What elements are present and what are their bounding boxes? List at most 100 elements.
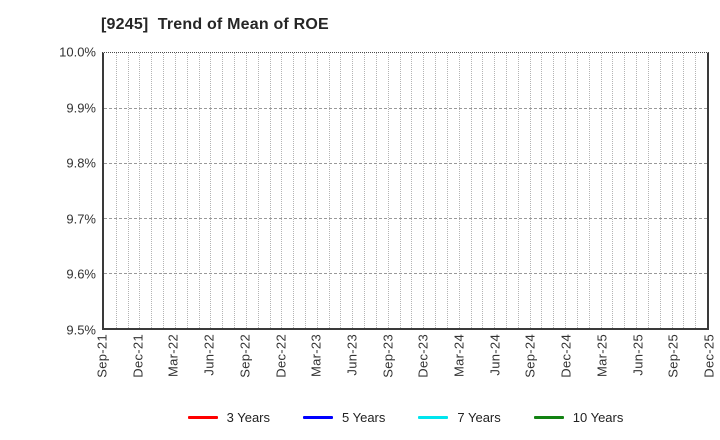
- horizontal-gridline: [104, 163, 707, 164]
- x-tick-label: Jun-23: [344, 334, 360, 376]
- x-tick-label: Sep-21: [94, 334, 110, 378]
- x-tick: Dec-21: [130, 334, 145, 383]
- vertical-gridline: [494, 53, 496, 328]
- x-tick-label: Dec-24: [558, 334, 574, 378]
- horizontal-gridline: [104, 273, 707, 274]
- x-tick: Dec-22: [273, 334, 288, 383]
- vertical-gridline: [576, 53, 578, 328]
- vertical-gridline: [364, 53, 366, 328]
- vertical-gridline: [435, 53, 437, 328]
- x-tick: Sep-23: [380, 334, 395, 383]
- legend-item: 3 Years: [187, 409, 270, 425]
- x-tick-label: Mar-22: [165, 334, 181, 377]
- vertical-gridline: [163, 53, 165, 328]
- vertical-gridline: [565, 53, 567, 328]
- vertical-gridline: [600, 53, 602, 328]
- y-tick-label: 9.8%: [66, 155, 96, 171]
- y-tick-label: 9.7%: [66, 211, 96, 227]
- chart-title: [9245] Trend of Mean of ROE: [101, 16, 329, 33]
- x-tick: Sep-22: [237, 334, 252, 383]
- x-tick: Mar-23: [309, 334, 324, 382]
- vertical-gridline: [186, 53, 188, 328]
- vertical-gridline: [671, 53, 673, 328]
- x-tick-label: Jun-25: [630, 334, 646, 376]
- vertical-gridline: [115, 53, 117, 328]
- vertical-gridline: [293, 53, 295, 328]
- x-tick-label: Sep-24: [522, 334, 538, 378]
- vertical-gridline: [612, 53, 614, 328]
- x-tick-label: Jun-24: [487, 334, 503, 376]
- vertical-gridline: [541, 53, 543, 328]
- x-tick: Mar-25: [594, 334, 609, 382]
- x-tick: Sep-25: [666, 334, 681, 383]
- vertical-gridline: [281, 53, 283, 328]
- x-tick: Sep-21: [95, 334, 110, 383]
- vertical-gridline: [210, 53, 212, 328]
- x-tick-label: Dec-23: [415, 334, 431, 378]
- x-tick: Dec-23: [416, 334, 431, 383]
- x-tick-label: Dec-25: [701, 334, 717, 378]
- vertical-gridline: [423, 53, 425, 328]
- vertical-gridline: [411, 53, 413, 328]
- vertical-gridline: [222, 53, 224, 328]
- legend-item: 7 Years: [418, 409, 501, 425]
- vertical-gridline: [458, 53, 460, 328]
- x-tick-label: Dec-21: [130, 334, 146, 378]
- plot-area: [102, 52, 709, 330]
- vertical-gridline: [245, 53, 247, 328]
- x-tick: Dec-24: [559, 334, 574, 383]
- x-tick-label: Sep-25: [665, 334, 681, 378]
- legend-item: 5 Years: [303, 410, 385, 425]
- vertical-gridline: [399, 53, 401, 328]
- x-tick: Sep-24: [523, 334, 538, 383]
- vertical-gridline: [340, 53, 342, 328]
- vertical-gridline: [529, 53, 531, 328]
- vertical-gridline: [446, 53, 448, 328]
- legend-series-label: 3 Years: [226, 409, 270, 425]
- x-tick: Dec-25: [702, 334, 717, 383]
- vertical-gridline: [695, 53, 697, 328]
- x-tick-label: Mar-23: [308, 334, 324, 377]
- vertical-gridline: [636, 53, 638, 328]
- vertical-gridline: [683, 53, 685, 328]
- legend-item: 10 Years: [533, 409, 624, 425]
- vertical-gridline: [269, 53, 271, 328]
- vertical-gridline: [588, 53, 590, 328]
- y-tick-label: 9.5%: [66, 322, 96, 338]
- x-tick-label: Mar-25: [594, 334, 610, 377]
- vertical-gridline: [127, 53, 129, 328]
- vertical-gridline: [234, 53, 236, 328]
- legend-series-label: 7 Years: [457, 409, 501, 425]
- vertical-gridline: [198, 53, 200, 328]
- vertical-gridline: [387, 53, 389, 328]
- x-tick-label: Sep-23: [380, 334, 396, 378]
- x-tick-label: Mar-24: [451, 334, 467, 377]
- vertical-gridline: [647, 53, 649, 328]
- vertical-gridline: [375, 53, 377, 328]
- legend-series-label: 5 Years: [342, 409, 386, 425]
- vertical-gridline: [352, 53, 354, 328]
- horizontal-gridline: [104, 218, 707, 219]
- vertical-gridline: [305, 53, 306, 328]
- y-tick-label: 9.9%: [66, 100, 96, 116]
- legend-series-label: 10 Years: [572, 409, 624, 425]
- x-tick-label: Dec-22: [273, 334, 289, 378]
- x-axis: Sep-21 Dec-21 Mar-22 Jun-22 Sep-22 Dec-22 Mar-…: [95, 334, 717, 392]
- y-tick-label: 10.0%: [59, 44, 96, 60]
- vertical-gridline: [506, 53, 507, 328]
- y-axis: 10.0% 9.9% 9.8% 9.7% 9.6% 9.5%: [0, 45, 96, 338]
- vertical-gridline: [316, 53, 318, 328]
- x-tick-label: Sep-22: [237, 334, 253, 378]
- vertical-gridline: [139, 53, 141, 328]
- horizontal-gridline: [104, 108, 707, 109]
- vertical-gridline: [151, 53, 153, 328]
- vertical-gridline: [659, 53, 661, 328]
- vertical-gridline: [482, 53, 484, 328]
- vertical-gridline: [328, 53, 330, 328]
- x-tick: Jun-22: [202, 334, 217, 381]
- vertical-gridline: [624, 53, 626, 328]
- legend-line-swatch: [187, 415, 218, 419]
- vertical-gridline: [470, 53, 472, 328]
- legend-line-swatch: [533, 415, 564, 419]
